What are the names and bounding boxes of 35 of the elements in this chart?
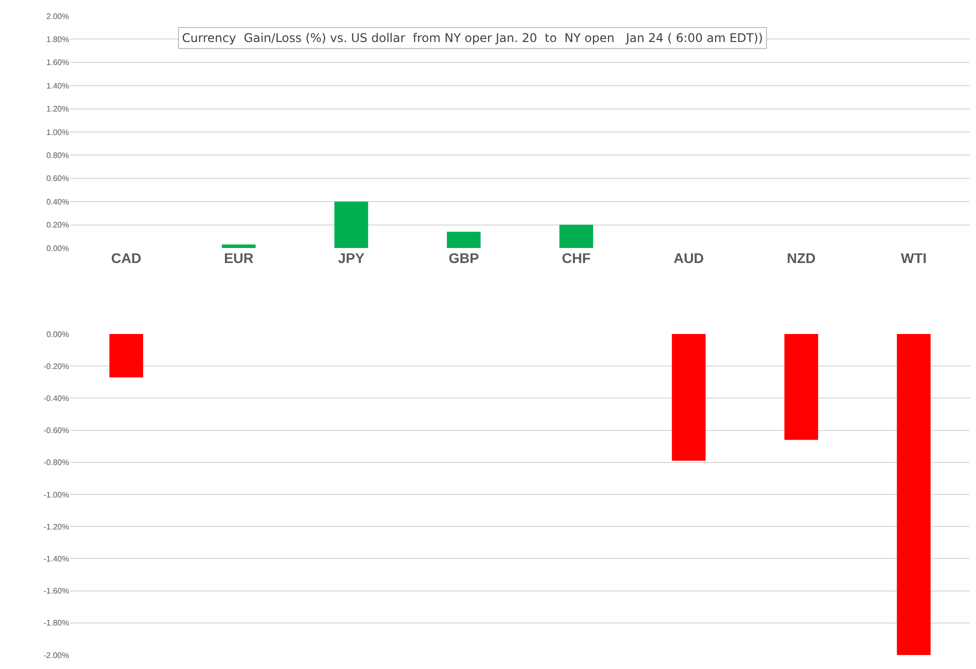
y-tick-label: 2.00% [46, 12, 69, 21]
y-tick-label: 1.80% [46, 35, 69, 44]
bar [222, 244, 256, 248]
y-tick-label: -0.60% [44, 426, 69, 436]
text: Currency Gain/Loss (%) vs. US dollar from NY oper Jan. 20 to NY open Jan 24 ( 6:00 am EDT)) [182, 31, 763, 45]
y-tick-label: -0.20% [44, 362, 69, 371]
x-tick-label: JPY [338, 250, 366, 266]
bar [559, 224, 594, 248]
x-tick-label: GBP [448, 250, 479, 266]
x-tick-label: WTI [900, 250, 927, 266]
y-tick-label: -1.60% [44, 586, 69, 596]
y-tick-label: 0.40% [46, 197, 69, 206]
x-tick-label: NZD [786, 250, 816, 266]
y-tick-label: -0.40% [44, 394, 69, 403]
x-tick-label: AUD [674, 250, 704, 266]
y-tick-label: -1.00% [44, 490, 69, 500]
y-tick-label: 0.00% [46, 330, 69, 339]
y-tick-label: -1.20% [44, 522, 69, 532]
y-tick-label: 1.00% [46, 128, 69, 137]
y-tick-label: 1.40% [46, 81, 69, 90]
x-tick-label: CHF [562, 250, 592, 266]
y-tick-label: 1.20% [46, 104, 69, 114]
y-tick-label: -1.40% [44, 554, 69, 564]
y-tick-label: 0.60% [46, 174, 69, 184]
x-tick-label: EUR [224, 250, 254, 266]
y-tick-label: 0.20% [46, 220, 69, 230]
bar [334, 202, 368, 248]
bar [446, 232, 481, 248]
y-tick-label: 0.00% [46, 244, 69, 253]
y-tick-label: -2.00% [44, 650, 69, 660]
y-tick-label: -0.80% [44, 458, 69, 468]
y-tick-label: 0.80% [46, 151, 69, 160]
y-tick-label: -1.80% [44, 618, 69, 628]
x-tick-label: CAD [111, 250, 142, 266]
y-tick-label: 1.60% [46, 58, 69, 68]
